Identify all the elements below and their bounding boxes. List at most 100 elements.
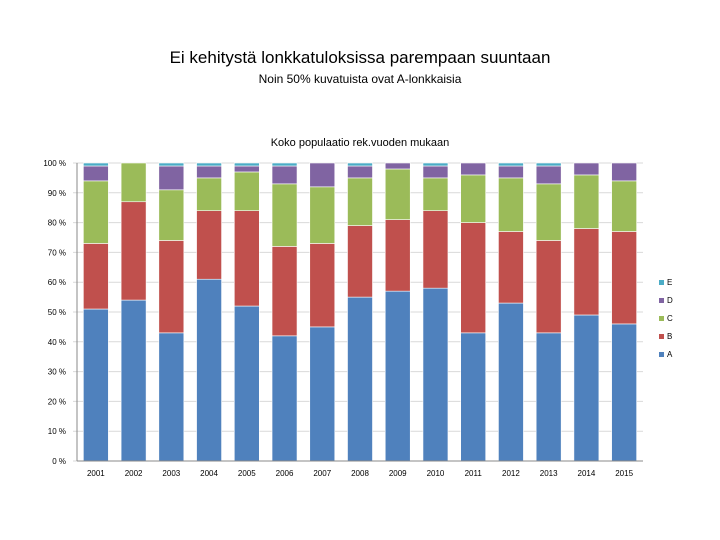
x-tick-label: 2013	[540, 469, 558, 478]
bar-segment-c	[158, 189, 185, 241]
bar-segment-d	[535, 165, 562, 185]
bar-segment-e	[535, 162, 562, 167]
bars	[83, 162, 637, 462]
x-tick-label: 2009	[389, 469, 407, 478]
legend-swatch-e	[659, 280, 664, 285]
x-tick-label: 2004	[200, 469, 218, 478]
legend-swatch-d	[659, 298, 664, 303]
legend-swatch-b	[659, 334, 664, 339]
bar-segment-b	[120, 201, 147, 301]
bar-segment-b	[460, 222, 487, 334]
bar-segment-a	[158, 332, 185, 462]
bar-segment-c	[271, 183, 298, 247]
x-tick-label: 2007	[313, 469, 331, 478]
slide-title: Ei kehitystä lonkkatuloksissa parempaan …	[169, 48, 551, 67]
x-tick-label: 2015	[615, 469, 633, 478]
bar-segment-a	[271, 335, 298, 462]
bar-segment-d	[271, 165, 298, 185]
bar-segment-b	[83, 243, 109, 310]
y-axis: 0 % 10 % 20 % 30 % 40 % 50 % 60 % 70 % 80 % 90 % 1…	[43, 159, 643, 466]
x-axis: 2001 2002 2003 2004 2005 2006 2007 2008 2009 2010…	[87, 469, 634, 478]
bar-segment-e	[196, 162, 222, 167]
bar-segment-e	[234, 162, 260, 167]
bar-segment-a	[234, 305, 260, 462]
legend-label: C	[667, 314, 673, 323]
bar-segment-d	[611, 162, 637, 182]
bar-segment-c	[83, 180, 109, 244]
bar-segment-d	[196, 165, 222, 179]
bar-segment-a	[460, 332, 487, 462]
bar-segment-e	[83, 162, 109, 167]
bar-segment-d	[460, 162, 487, 176]
bar-segment-c	[347, 177, 373, 226]
slide-subtitle: Noin 50% kuvatuista ovat A-lonkkaisia	[258, 72, 462, 86]
bar-segment-c	[309, 186, 336, 244]
x-tick-label: 2012	[502, 469, 520, 478]
bar-segment-b	[271, 246, 298, 337]
bar-segment-e	[271, 162, 298, 167]
bar-segment-c	[422, 177, 449, 211]
bar-segment-d	[384, 162, 411, 170]
bar-segment-b	[384, 219, 411, 292]
y-tick-label: 90 %	[48, 189, 66, 198]
legend-swatch-a	[659, 352, 664, 357]
bar-segment-c	[384, 168, 411, 220]
bar-segment-c	[573, 174, 600, 229]
bar-segment-c	[234, 171, 260, 211]
bar-segment-a	[535, 332, 562, 462]
bar-segment-b	[535, 240, 562, 334]
bar-segment-b	[422, 210, 449, 289]
legend-label: B	[667, 332, 672, 341]
bar-segment-b	[234, 210, 260, 307]
bar-segment-d	[83, 165, 109, 182]
y-tick-label: 30 %	[48, 368, 66, 377]
bar-segment-d	[158, 165, 185, 191]
bar-segment-a	[498, 302, 524, 462]
bar-segment-e	[158, 162, 185, 167]
bar-segment-a	[120, 299, 147, 462]
bar-segment-c	[196, 177, 222, 211]
x-tick-label: 2014	[578, 469, 596, 478]
bar-segment-d	[422, 165, 449, 179]
bar-segment-c	[460, 174, 487, 223]
chart-title: Koko populaatio rek.vuoden mukaan	[271, 137, 450, 149]
bar-segment-a	[611, 323, 637, 462]
bar-segment-e	[422, 162, 449, 167]
x-tick-label: 2001	[87, 469, 105, 478]
bar-segment-d	[309, 162, 336, 188]
bar-segment-d	[347, 165, 373, 179]
bar-segment-b	[498, 231, 524, 304]
legend-label: A	[667, 350, 673, 359]
y-tick-label: 60 %	[48, 278, 66, 287]
bar-segment-d	[234, 165, 260, 173]
bar-segment-e	[498, 162, 524, 167]
bar-segment-b	[309, 243, 336, 328]
bar-segment-b	[196, 210, 222, 280]
bar-segment-c	[535, 183, 562, 241]
x-tick-label: 2005	[238, 469, 256, 478]
x-tick-label: 2006	[276, 469, 294, 478]
bar-segment-c	[498, 177, 524, 232]
y-tick-label: 10 %	[48, 427, 66, 436]
bar-segment-d	[498, 165, 524, 179]
legend-swatch-c	[659, 316, 664, 321]
bar-segment-e	[347, 162, 373, 167]
legend-label: E	[667, 278, 672, 287]
bar-segment-a	[347, 296, 373, 462]
bar-segment-a	[196, 278, 222, 462]
y-tick-label: 70 %	[48, 248, 66, 257]
x-tick-label: 2010	[427, 469, 445, 478]
bar-segment-b	[158, 240, 185, 334]
bar-segment-c	[120, 162, 147, 203]
y-tick-label: 50 %	[48, 308, 66, 317]
x-tick-label: 2003	[162, 469, 180, 478]
x-tick-label: 2008	[351, 469, 369, 478]
bar-segment-d	[573, 162, 600, 176]
y-tick-label: 80 %	[48, 219, 66, 228]
bar-segment-a	[83, 308, 109, 462]
bar-segment-a	[422, 287, 449, 462]
y-tick-label: 100 %	[43, 159, 66, 168]
legend-label: D	[667, 296, 673, 305]
